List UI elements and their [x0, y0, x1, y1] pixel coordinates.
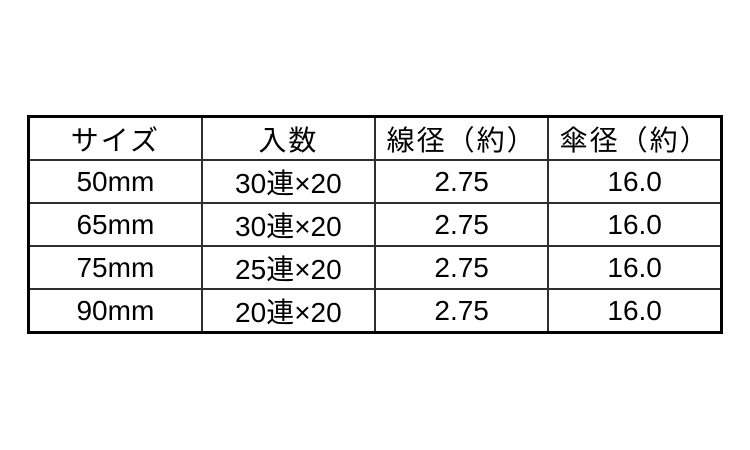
table-row: 50mm 30連×20 2.75 16.0 [27, 159, 723, 204]
table-row: 65mm 30連×20 2.75 16.0 [27, 202, 723, 247]
cell-quantity: 30連×20 [200, 159, 377, 204]
cell-wire-diameter: 2.75 [373, 159, 550, 204]
col-header-quantity: 入数 [200, 115, 377, 161]
col-header-size: サイズ [27, 115, 203, 161]
cell-size: 50mm [27, 159, 203, 204]
cell-head-diameter: 16.0 [547, 202, 723, 247]
header-row: サイズ 入数 線径（約） 傘径（約） [27, 115, 723, 161]
cell-wire-diameter: 2.75 [373, 245, 550, 290]
cell-head-diameter: 16.0 [547, 159, 723, 204]
cell-quantity: 20連×20 [200, 288, 377, 334]
col-header-wire-diameter: 線径（約） [373, 115, 550, 161]
cell-size: 65mm [27, 202, 203, 247]
table-row: 75mm 25連×20 2.75 16.0 [27, 245, 723, 290]
cell-quantity: 25連×20 [200, 245, 377, 290]
table-row: 90mm 20連×20 2.75 16.0 [27, 288, 723, 334]
cell-wire-diameter: 2.75 [373, 288, 550, 334]
cell-head-diameter: 16.0 [547, 288, 723, 334]
cell-size: 75mm [27, 245, 203, 290]
product-spec-table: サイズ 入数 線径（約） 傘径（約） 50mm 30連×20 2.75 16.0… [27, 115, 723, 334]
col-header-head-diameter: 傘径（約） [547, 115, 723, 161]
cell-size: 90mm [27, 288, 203, 334]
cell-wire-diameter: 2.75 [373, 202, 550, 247]
cell-quantity: 30連×20 [200, 202, 377, 247]
cell-head-diameter: 16.0 [547, 245, 723, 290]
